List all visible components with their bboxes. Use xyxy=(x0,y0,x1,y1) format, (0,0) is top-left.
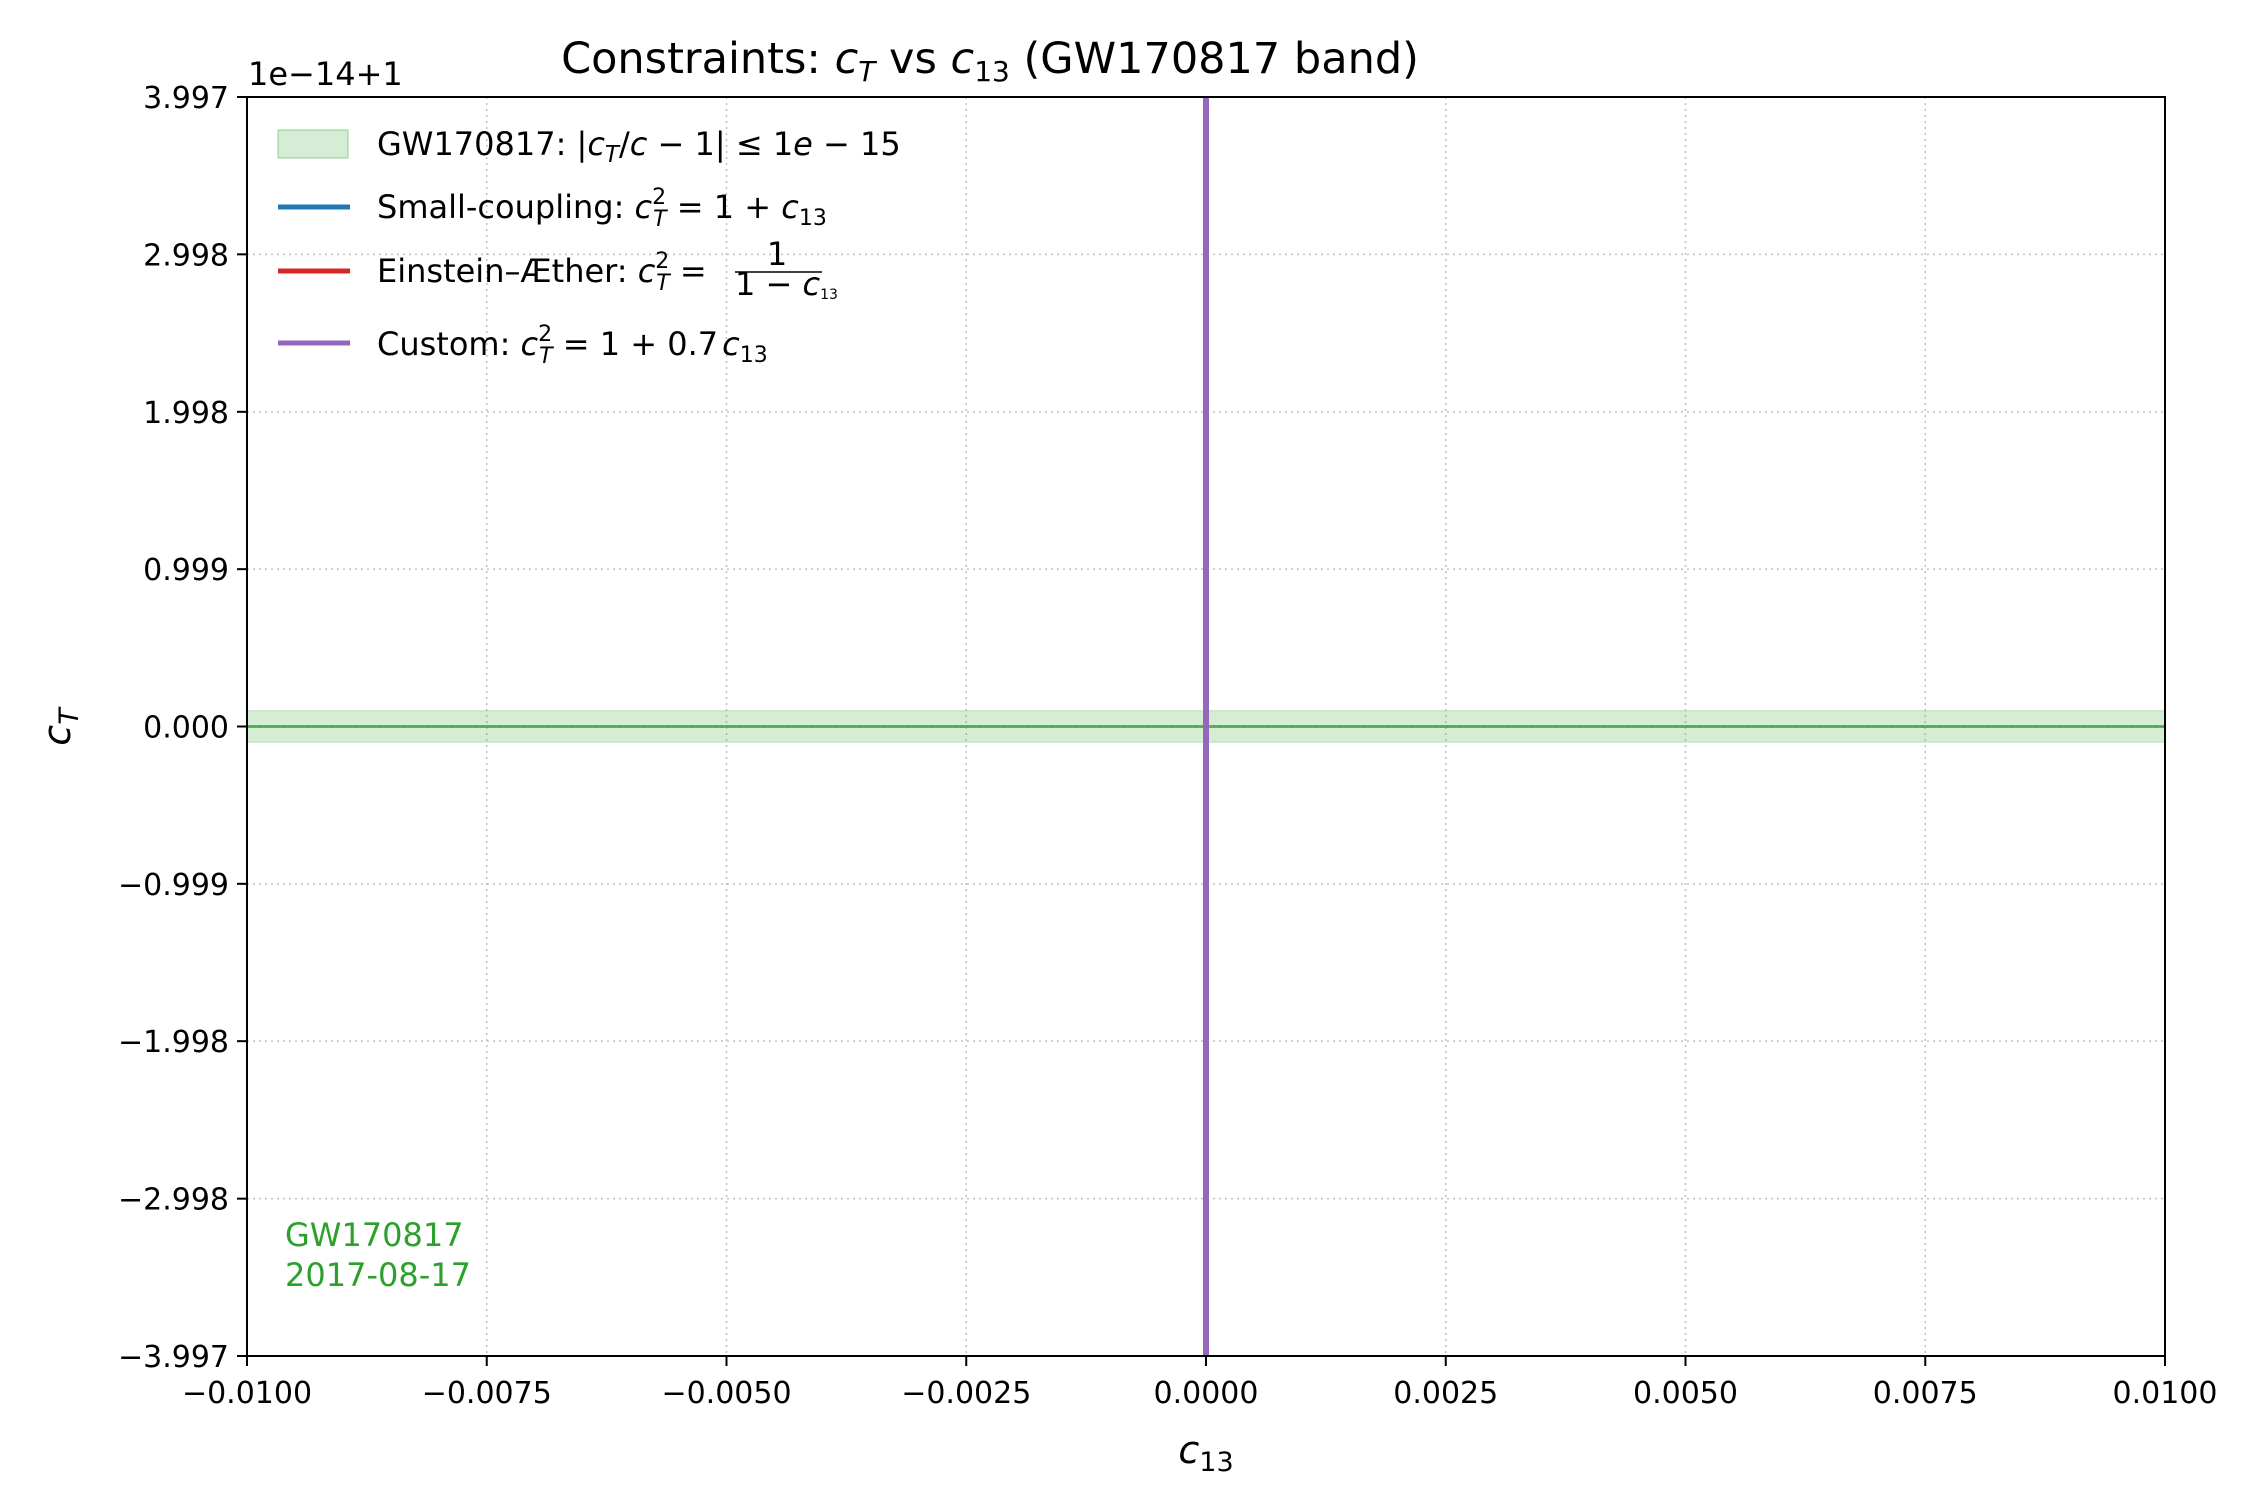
legend-item-gw-band: GW170817: |cT/c − 1| ≤ 1e − 15 xyxy=(277,125,901,168)
legend-item-custom: Custom: c2 T = 1 + 0.7 c13 xyxy=(278,322,768,369)
y-axis-label: cT xyxy=(35,706,85,746)
legend: GW170817: |cT/c − 1| ≤ 1e − 15 Small-cou… xyxy=(277,125,901,369)
legend-label-einstein-aether: Einstein–Æther: c2 T = xyxy=(377,249,707,296)
x-tick-label: 0.0100 xyxy=(2113,1376,2218,1411)
y-tick-label: −2.998 xyxy=(118,1183,229,1218)
y-tick-label: 0.000 xyxy=(143,711,229,746)
y-tick-label: 0.999 xyxy=(143,553,229,588)
y-tick-layer: 3.997 2.998 1.998 0.999 0.000 −0.999 −1.998 −2.… xyxy=(118,81,247,1375)
legend-fraction-denominator: 1 − c13 xyxy=(735,265,838,303)
legend-label-gw-band: GW170817: |cT/c − 1| ≤ 1e − 15 xyxy=(377,125,901,168)
x-tick-label: −0.0050 xyxy=(661,1376,791,1411)
x-tick-layer: −0.0100 −0.0075 −0.0050 −0.0025 0.0000 0.0025… xyxy=(182,1356,2218,1411)
legend-label-small-coupling: Small-coupling: c2 T = 1 + c13 xyxy=(377,185,827,232)
annotation-line-1: GW170817 xyxy=(285,1216,464,1254)
legend-fraction-numerator: 1 xyxy=(767,235,787,273)
y-tick-label: −1.998 xyxy=(118,1025,229,1060)
legend-item-small-coupling: Small-coupling: c2 T = 1 + c13 xyxy=(278,185,827,232)
chart-title: Constraints: cT vs c13 (GW170817 band) xyxy=(561,34,1419,88)
y-tick-label: 3.997 xyxy=(143,81,229,116)
annotation-line-2: 2017-08-17 xyxy=(285,1256,471,1294)
annotation-gw170817: GW170817 2017-08-17 xyxy=(285,1216,471,1294)
x-tick-label: 0.0025 xyxy=(1393,1376,1498,1411)
x-tick-label: −0.0100 xyxy=(182,1376,312,1411)
x-tick-label: 0.0000 xyxy=(1154,1376,1259,1411)
y-offset-label: 1e−14+1 xyxy=(248,55,403,93)
y-tick-label: 2.998 xyxy=(143,238,229,273)
x-axis-label: c13 xyxy=(1178,1428,1233,1478)
x-tick-label: −0.0075 xyxy=(422,1376,552,1411)
x-tick-label: 0.0050 xyxy=(1633,1376,1738,1411)
x-tick-label: −0.0025 xyxy=(901,1376,1031,1411)
y-tick-label: −3.997 xyxy=(118,1340,229,1375)
x-tick-label: 0.0075 xyxy=(1873,1376,1978,1411)
y-tick-label: 1.998 xyxy=(143,396,229,431)
y-tick-label: −0.999 xyxy=(118,868,229,903)
legend-swatch-gw-band xyxy=(277,129,349,159)
legend-label-custom: Custom: c2 T = 1 + 0.7 c13 xyxy=(377,322,768,369)
legend-item-einstein-aether: Einstein–Æther: c2 T = 1 1 − c13 xyxy=(278,235,838,303)
